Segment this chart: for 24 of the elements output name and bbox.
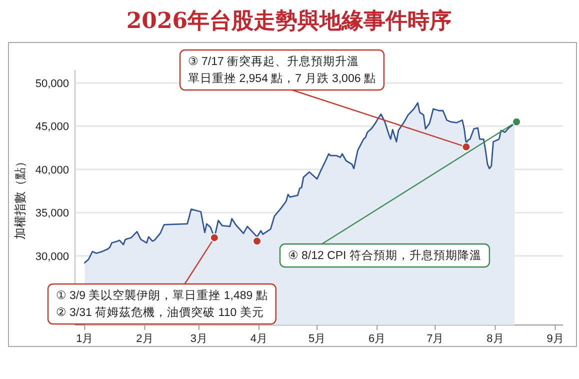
x-tick-label: 4月 [250, 333, 268, 345]
chart-title: 2026年台股走勢與地緣事件時序 [126, 8, 452, 34]
x-tick-label: 1月 [76, 333, 94, 345]
x-tick-label: 5月 [308, 333, 326, 345]
x-tick-label: 9月 [546, 333, 564, 345]
x-tick-label: 2月 [136, 333, 154, 345]
annotation: ② 3/31 荷姆茲危機，油價突破 110 美元 [56, 305, 264, 319]
point [210, 233, 219, 242]
y-axis-title: 加權指數（點） [13, 156, 27, 240]
x-tick-label: 8月 [486, 333, 504, 345]
y-tick-label: 50,000 [35, 78, 69, 90]
y-tick-label: 45,000 [35, 121, 69, 134]
y-tick-label: 30,000 [35, 250, 69, 263]
annotation: ④ 8/12 CPI 符合預期，升息預期降溫 [288, 249, 482, 262]
x-tick-label: 3月 [190, 333, 208, 345]
annotation: ① 3/9 美以空襲伊朗，單日重挫 1,489 點 [56, 288, 268, 302]
point [462, 142, 471, 152]
y-tick-label: 40,000 [35, 164, 69, 176]
y-tick-label: 35,000 [35, 208, 69, 220]
point [252, 236, 262, 246]
text: ③ 7/17 衝突再起、升息預期升溫 [188, 54, 360, 68]
x-tick-label: 6月 [368, 333, 386, 345]
x-tick-label: 7月 [426, 333, 444, 345]
annotation: 單日重挫 2,954 點，7 月跌 3,006 點 [188, 72, 376, 85]
